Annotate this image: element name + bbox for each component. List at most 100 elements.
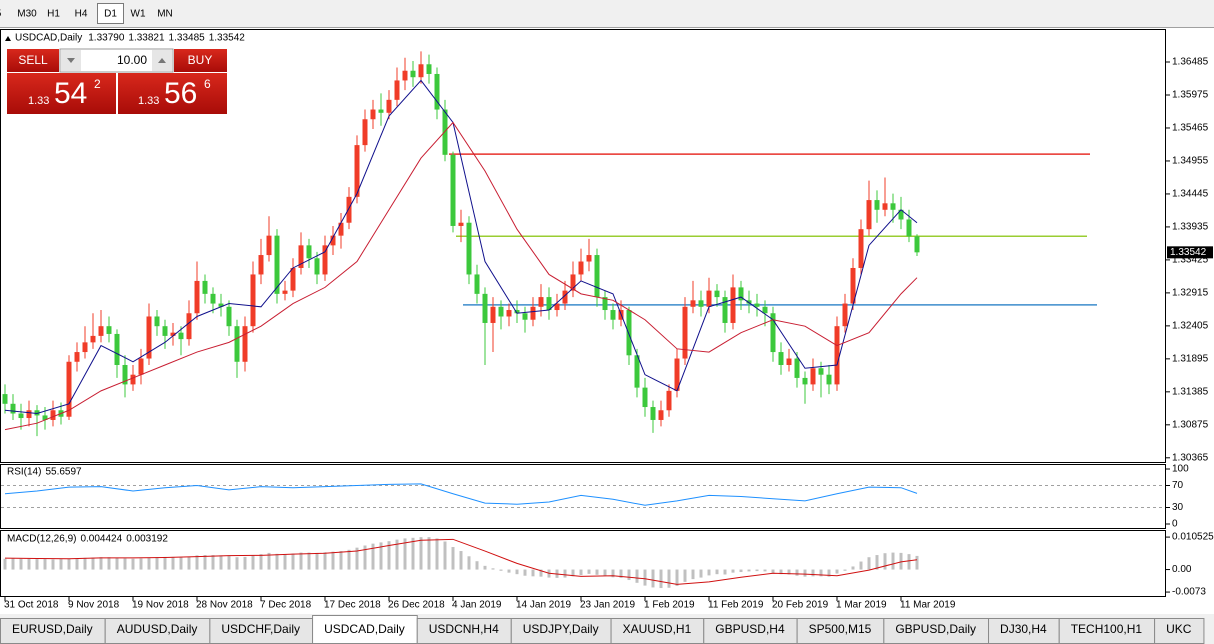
macd-bar (811, 569, 815, 577)
collapse-icon[interactable] (5, 36, 11, 41)
y-tick-label: 70 (1172, 480, 1184, 491)
candle-body (178, 332, 184, 340)
trade-panel: SELL 10.00 BUY 1.33 54 2 1.33 56 6 (7, 48, 227, 114)
ask-fraction: 6 (204, 77, 211, 91)
macd-bar (611, 569, 615, 578)
candle-body (34, 410, 40, 416)
timeframe-button[interactable] (42, 3, 65, 24)
candle-body (498, 306, 504, 317)
tab[interactable] (610, 618, 705, 644)
candle-body (66, 361, 72, 417)
candle-body (258, 255, 264, 275)
macd-bar (451, 547, 455, 570)
candle-body (306, 245, 312, 259)
macd-bar (35, 559, 39, 570)
macd-bar (779, 569, 783, 575)
macd-bar (291, 553, 295, 570)
lots-field[interactable] (59, 48, 174, 73)
candle-body (850, 267, 856, 304)
y-tick-label: 1.30875 (1172, 419, 1209, 430)
y-tick-label: 1.35975 (1172, 90, 1209, 101)
macd-bar (755, 569, 759, 572)
buy-label: BUY (188, 53, 213, 67)
x-tick-label: 17 Dec 2018 (324, 600, 381, 611)
macd-bar (499, 569, 503, 571)
timeframe-button[interactable] (125, 3, 151, 24)
macd-bar (131, 558, 135, 570)
macd-bar (859, 561, 863, 570)
tab-label: UKC (1166, 622, 1192, 636)
macd-bar (659, 569, 663, 589)
macd-bar (843, 569, 847, 571)
tab[interactable] (1154, 618, 1205, 644)
macd-bar (475, 561, 479, 570)
macd-bar (115, 557, 119, 570)
candle-body (2, 394, 8, 404)
timeframe-label: H1 (47, 9, 60, 20)
macd-bar (667, 569, 671, 588)
macd-bar (195, 555, 199, 570)
candle-body (530, 306, 536, 320)
candle-body (466, 222, 472, 275)
macd-bar (691, 569, 695, 580)
macd-bar (27, 558, 31, 570)
tab[interactable] (104, 618, 211, 644)
candle-body (370, 109, 376, 120)
timeframe-label: H4 (75, 9, 88, 20)
ask-big: 1.33 (138, 95, 159, 107)
ask-box[interactable] (118, 73, 227, 114)
timeframe-label: D1 (104, 9, 117, 20)
macd-bar (739, 569, 743, 573)
candle-body (26, 410, 32, 419)
indicator-value: 0.003192 (126, 534, 168, 545)
candle-body (106, 326, 112, 334)
x-tick-label: 1 Feb 2019 (644, 600, 695, 611)
candle-body (346, 196, 352, 223)
moving-average (4, 79, 918, 415)
tab[interactable] (312, 615, 418, 644)
candle-body (634, 355, 640, 388)
macd-bar (731, 569, 735, 573)
candle-body (586, 255, 592, 262)
sell-button[interactable] (7, 49, 59, 72)
timeframe-button[interactable] (97, 3, 124, 24)
tab-label: GBPUSD,Daily (895, 622, 976, 636)
timeframe-button[interactable] (68, 3, 94, 24)
x-tick-label: 11 Feb 2019 (708, 600, 764, 611)
timeframe-button[interactable] (13, 3, 41, 24)
macd-bar (75, 558, 79, 570)
macd-bar (307, 552, 311, 570)
candle-body (90, 335, 96, 343)
buy-button[interactable] (174, 49, 227, 72)
candle-body (274, 235, 280, 294)
candle-body (130, 374, 136, 385)
tab[interactable] (796, 618, 885, 644)
timeframe-button[interactable] (0, 3, 11, 24)
candle-body (338, 222, 344, 236)
candle-body (146, 316, 152, 359)
macd-bar (603, 569, 607, 577)
candle-body (690, 300, 696, 307)
tab[interactable] (703, 618, 798, 644)
candle-body (914, 236, 920, 253)
candle-body (738, 287, 744, 301)
bid-box[interactable] (7, 73, 116, 114)
candle-body (242, 326, 248, 362)
macd-bar (531, 569, 535, 577)
macd-bar (275, 553, 279, 570)
x-tick-label: 1 Mar 2019 (836, 600, 887, 611)
candle-body (594, 255, 600, 298)
price-tag (1167, 246, 1213, 259)
macd-bar (235, 557, 239, 570)
timeframe-button[interactable] (152, 3, 178, 24)
y-tick-label: 1.31895 (1172, 353, 1209, 364)
moving-average (4, 121, 918, 431)
candle-body (210, 293, 216, 304)
signal-line (4, 538, 918, 585)
tab[interactable] (0, 618, 106, 644)
macd-bar (515, 569, 519, 575)
tab[interactable] (416, 618, 512, 644)
macd-bar (563, 569, 567, 578)
candle-body (50, 410, 56, 420)
macd-bar (67, 558, 71, 570)
